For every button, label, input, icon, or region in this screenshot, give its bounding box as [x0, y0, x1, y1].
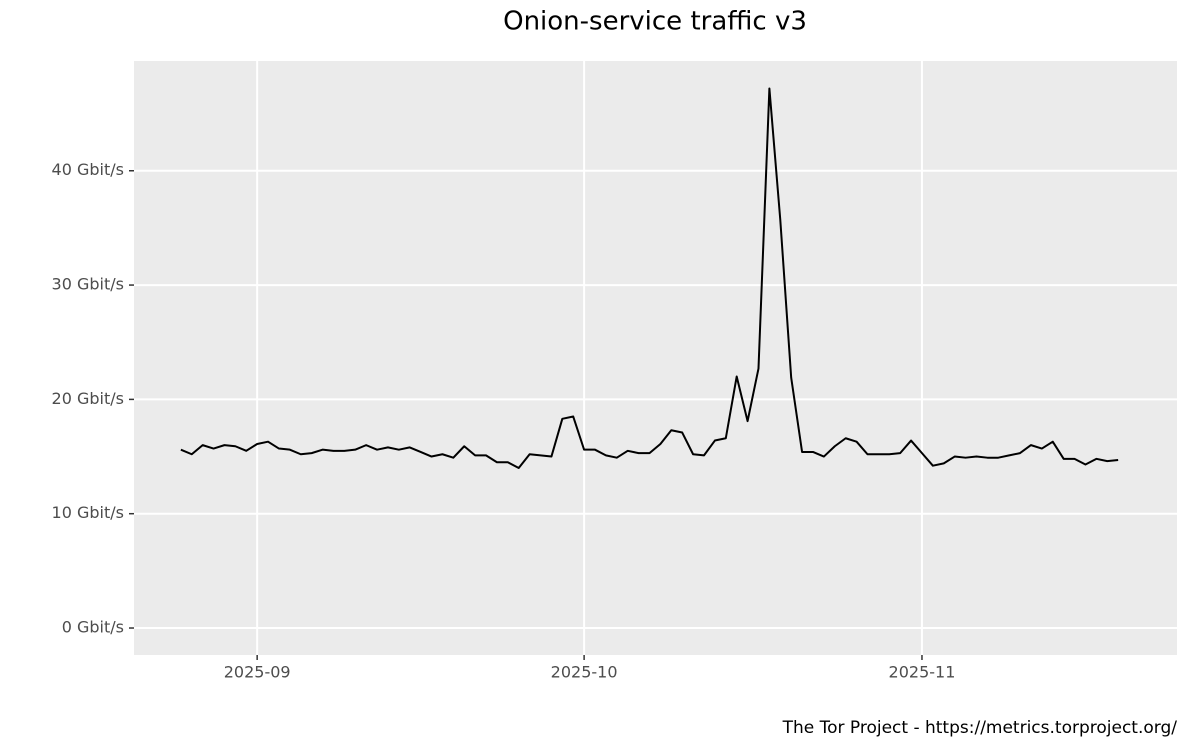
y-tick-label: 40 Gbit/s [52, 160, 124, 179]
chart-title: Onion-service traffic v3 [503, 7, 807, 37]
grid [134, 61, 1177, 655]
axes: 0 Gbit/s 10 Gbit/s 20 Gbit/s 30 Gbit/s 40 Gb… [52, 160, 956, 681]
x-tick-label: 2025-11 [889, 663, 956, 682]
y-tick-label: 20 Gbit/s [52, 389, 124, 408]
y-tick-label: 0 Gbit/s [62, 618, 124, 637]
y-tick-label: 30 Gbit/s [52, 275, 124, 294]
line [180, 87, 1119, 469]
x-tick-label: 2025-10 [551, 663, 618, 682]
caption: The Tor Project - https://metrics.torpro… [782, 718, 1178, 738]
x-tick-label: 2025-09 [224, 663, 291, 682]
marks [180, 87, 1119, 469]
plot-panel [134, 61, 1177, 655]
y-tick-label: 10 Gbit/s [52, 503, 124, 522]
